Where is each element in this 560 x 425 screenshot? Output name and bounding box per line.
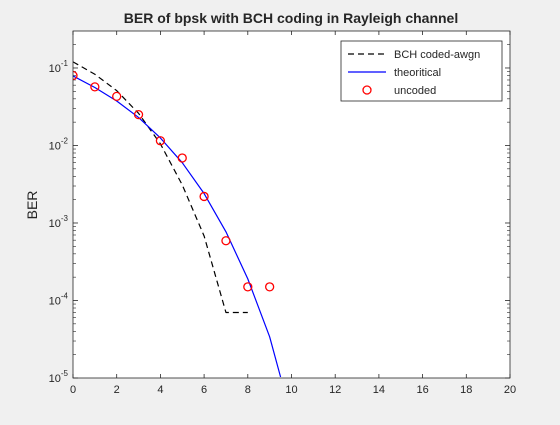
series-line-theoritical — [73, 75, 282, 378]
data-point-uncoded — [199, 191, 209, 202]
y-axis-label: BER — [24, 191, 40, 220]
data-point-uncoded — [264, 282, 275, 292]
x-tick-label: 6 — [201, 384, 207, 396]
ticks-layer: 0 2 4 6 8 10 12 14 16 18 20 10-1 10-2 10-3 10-4 10-5 — [49, 31, 516, 396]
y-tick-label: 10-3 — [49, 214, 69, 230]
series-layer — [73, 61, 282, 378]
x-tick-label: 12 — [329, 384, 341, 396]
x-tick-label: 18 — [460, 384, 472, 396]
axes-frame — [72, 30, 511, 379]
data-point-uncoded — [112, 91, 122, 102]
data-point-uncoded — [177, 153, 187, 163]
data-point-uncoded — [221, 236, 231, 246]
legend-box — [340, 40, 503, 102]
data-point-uncoded — [133, 109, 144, 120]
x-tick-label: 10 — [285, 384, 297, 396]
series-line-bch-coded-awgn — [73, 61, 248, 314]
x-tick-label: 14 — [373, 384, 385, 396]
data-point-uncoded — [243, 282, 253, 292]
chart-title: BER of bpsk with BCH coding in Rayleigh … — [124, 10, 458, 26]
y-tick-label: 10-2 — [49, 136, 69, 152]
legend-label-uncoded: uncoded — [394, 85, 436, 97]
x-tick-label: 4 — [157, 384, 163, 396]
y-tick-label: 10-4 — [49, 291, 69, 307]
x-tick-label: 0 — [70, 384, 76, 396]
y-tick-label: 10-5 — [49, 369, 69, 385]
data-point-uncoded — [90, 82, 100, 92]
data-point-uncoded — [155, 136, 166, 146]
legend-label-theoritical: theoritical — [394, 67, 441, 79]
y-tick-label: 10-1 — [49, 59, 69, 75]
x-tick-label: 16 — [416, 384, 428, 396]
x-tick-label: 2 — [114, 384, 120, 396]
legend-swatch-uncoded — [362, 85, 372, 95]
legend-label-bch: BCH coded-awgn — [394, 49, 480, 61]
x-tick-label: 8 — [245, 384, 251, 396]
x-tick-label: 20 — [504, 384, 516, 396]
data-point-uncoded — [73, 70, 78, 81]
legend: BCH coded-awgn theoritical uncoded — [340, 40, 503, 102]
